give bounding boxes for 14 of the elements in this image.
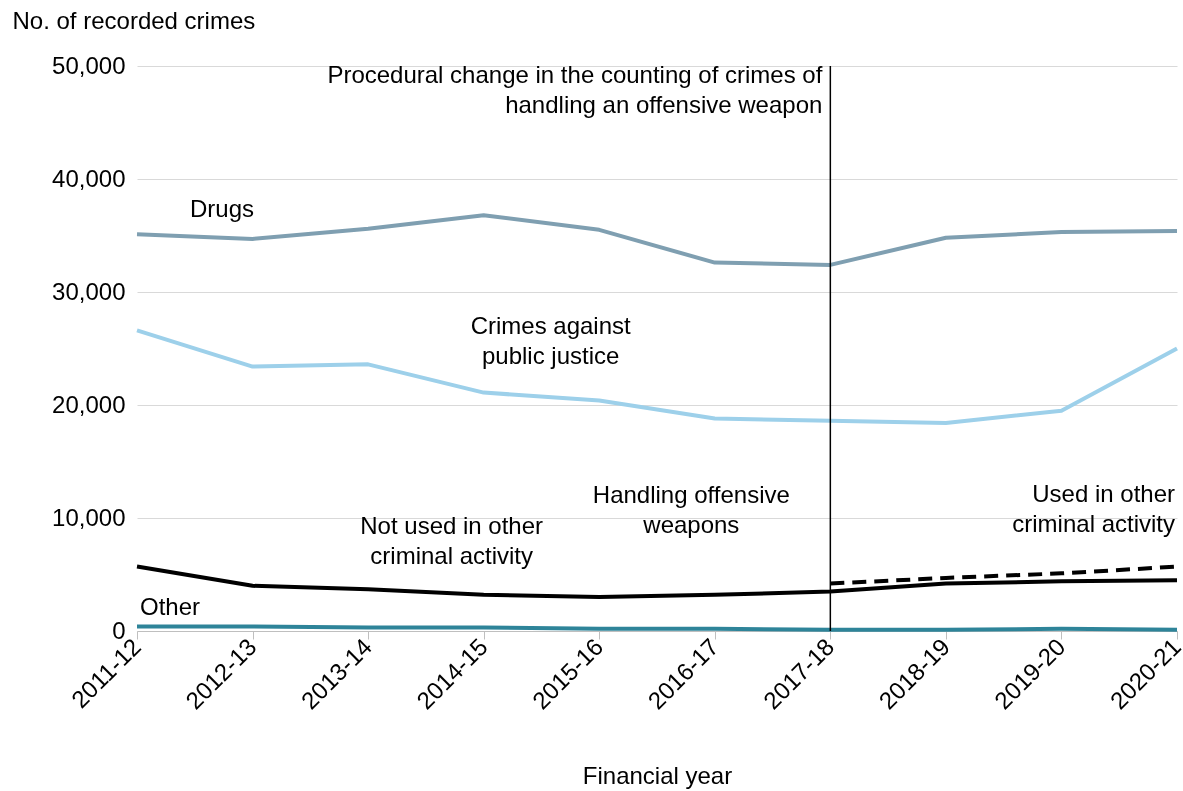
series-label: Not used in other criminal activity — [360, 511, 544, 569]
x-axis-title: Financial year — [582, 761, 733, 789]
series-label: Other — [140, 593, 201, 621]
y-axis-title: No. of recorded crimes — [12, 6, 256, 34]
y-tick-label: 40,000 — [52, 164, 126, 192]
ref-line-label: Procedural change in the counting of crimes of handling an offensive weapon — [327, 61, 823, 118]
y-tick-label: 50,000 — [52, 51, 126, 79]
y-tick-label: 20,000 — [52, 390, 126, 418]
series-label: Drugs — [190, 195, 255, 223]
series-label: Crimes against public justice — [470, 311, 632, 369]
series-label: Used in other criminal activity — [1012, 479, 1175, 537]
y-tick-label: 10,000 — [52, 503, 126, 531]
y-tick-label: 30,000 — [52, 277, 126, 305]
annotation: Handling offensive weapons — [592, 481, 790, 538]
